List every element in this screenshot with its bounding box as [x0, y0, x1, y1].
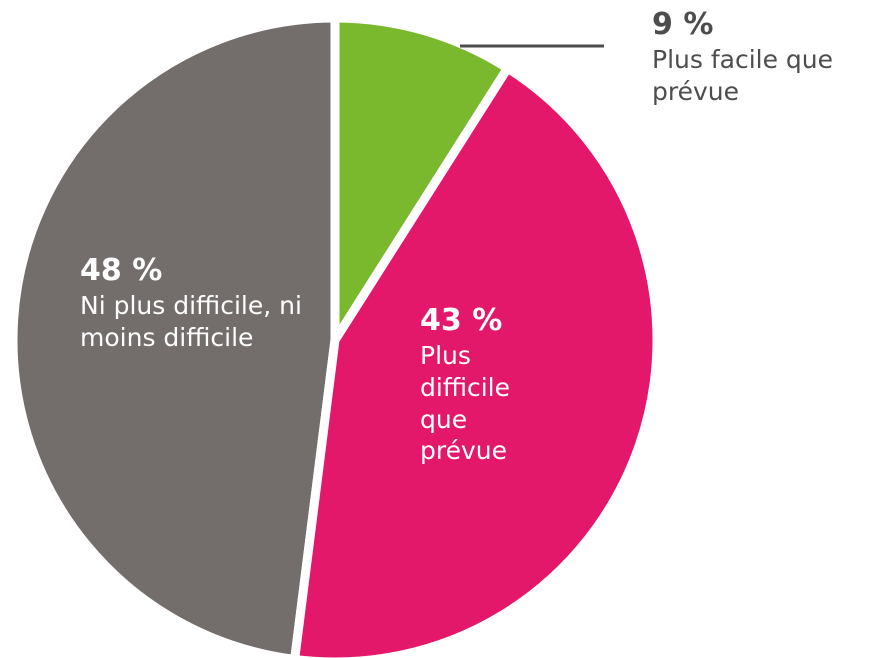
- category-label: Ni plus difficile, ni moins difficile: [80, 291, 302, 352]
- value-label: 48 %: [80, 253, 163, 288]
- pie-slice: [8, 13, 340, 658]
- value-label: 43 %: [420, 303, 503, 338]
- pie-slice: [290, 63, 662, 658]
- category-label: Plus difficile que prévue: [420, 341, 511, 466]
- value-label: 9 %: [652, 7, 714, 42]
- slice-label: 9 % Plus facile que prévue: [652, 6, 882, 108]
- slice-label: 43 % Plus difficile que prévue: [420, 302, 550, 467]
- slice-label: 48 % Ni plus difficile, ni moins difficil…: [80, 252, 315, 354]
- pie-slice: [330, 13, 513, 345]
- category-label: Plus facile que prévue: [652, 45, 834, 106]
